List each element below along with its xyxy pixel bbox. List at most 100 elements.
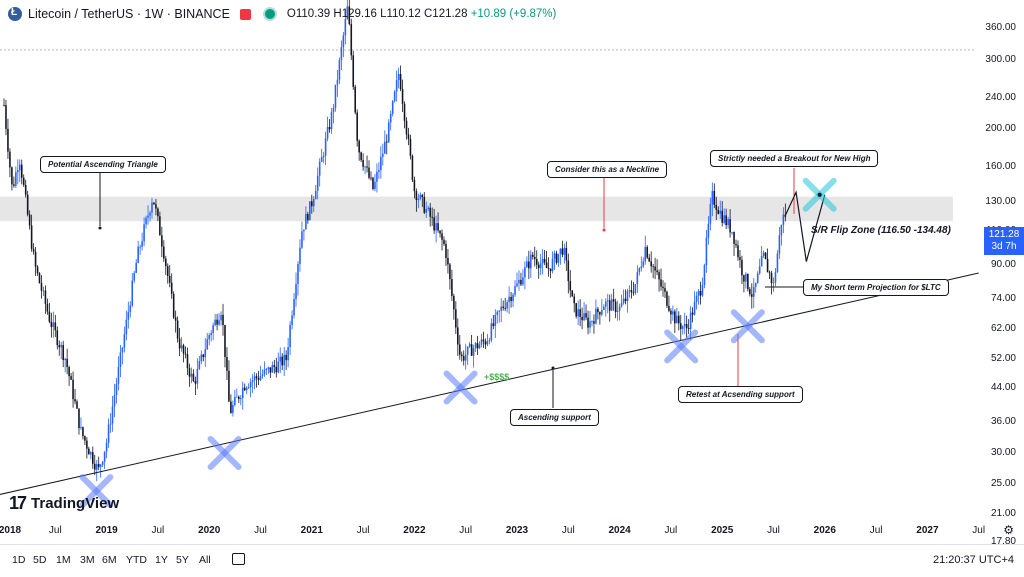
candle-body [216, 319, 218, 325]
candle-body [48, 311, 51, 322]
candle-body [462, 356, 465, 361]
flag-icon[interactable] [239, 8, 251, 20]
y-tick-label: 300.00 [985, 53, 1016, 65]
timeframe-5d[interactable]: 5D [33, 554, 47, 566]
candle-body [42, 290, 45, 292]
candle-body [411, 155, 414, 180]
candle-body [399, 73, 402, 90]
candle-body [528, 261, 530, 269]
candle-body [642, 261, 645, 267]
candle-body [395, 79, 398, 92]
candle-body [237, 396, 240, 400]
y-tick-label: 360.00 [985, 22, 1016, 34]
candle-body [384, 141, 386, 154]
candle-body [650, 261, 652, 267]
candle-body [707, 223, 710, 238]
candle-body [378, 169, 380, 172]
candle-body [646, 246, 649, 258]
candle-body [52, 322, 55, 327]
candle-body [492, 323, 495, 326]
candle-body [214, 319, 216, 326]
candle-body [157, 208, 159, 217]
candle-body [293, 299, 295, 316]
timeframe-1m[interactable]: 1M [56, 554, 71, 566]
candle-body [133, 272, 136, 281]
candle-body [630, 290, 633, 293]
candle-body [620, 303, 623, 307]
candle-body [735, 243, 737, 246]
candle-body [226, 356, 228, 371]
open-value: O110.39 [286, 8, 331, 20]
candles-layer [3, 0, 787, 482]
candle-body [713, 190, 716, 205]
candle-body [537, 264, 540, 269]
candle-body [135, 262, 137, 273]
candle-body [391, 101, 394, 114]
candle-body [232, 404, 234, 413]
candle-body [760, 255, 763, 267]
timeframe-all[interactable]: All [199, 554, 211, 566]
candle-body [729, 219, 731, 233]
timeframe-3m[interactable]: 3M [80, 554, 95, 566]
settings-gear-icon[interactable]: ⚙ [1003, 523, 1014, 537]
candle-body [512, 294, 514, 302]
y-tick-label: 74.00 [990, 292, 1016, 304]
candle-body [453, 295, 455, 310]
candle-body [259, 375, 262, 380]
candle-body [731, 231, 733, 233]
candle-body [236, 396, 238, 398]
candle-body [66, 358, 68, 368]
candle-body [415, 191, 418, 201]
projection-annotation: My Short term Projection for $LTC [803, 279, 949, 296]
price-chart[interactable] [0, 0, 1024, 544]
candle-body [612, 299, 615, 302]
candle-body [585, 313, 587, 318]
timeframe-1d[interactable]: 1D [12, 554, 26, 566]
timeframe-6m[interactable]: 6M [102, 554, 117, 566]
candle-body [608, 300, 611, 311]
candle-body [559, 248, 562, 254]
y-tick-label: 25.00 [990, 478, 1016, 490]
timeframe-1y[interactable]: 1Y [155, 554, 168, 566]
candle-body [234, 396, 236, 405]
x-tick-label: Jul [356, 525, 370, 536]
candle-body [380, 156, 382, 170]
candle-body [470, 344, 473, 356]
candle-body [56, 330, 59, 346]
candle-body [431, 216, 433, 218]
candle-body [478, 344, 481, 349]
timeframe-5y[interactable]: 5Y [176, 554, 189, 566]
bar-countdown: 3d 7h [991, 241, 1017, 252]
candle-body [15, 172, 17, 186]
x-tick-label: Jul [869, 525, 883, 536]
candle-body [498, 310, 501, 312]
candle-body [255, 376, 258, 379]
candle-body [547, 267, 550, 269]
candle-body [514, 286, 516, 295]
candle-body [338, 59, 341, 80]
candle-body [82, 427, 84, 437]
candle-body [295, 283, 297, 300]
candle-body [451, 279, 453, 296]
candle-body [530, 254, 532, 269]
candle-body [161, 235, 163, 247]
candle-body [305, 213, 307, 230]
candle-body [279, 356, 282, 362]
date-range-calendar-icon[interactable] [232, 553, 245, 565]
clock-readout[interactable]: 21:20:37 UTC+4 [932, 554, 1014, 566]
candle-body [17, 170, 19, 173]
symbol-title[interactable]: Litecoin / TetherUS · 1W · BINANCE [28, 7, 230, 21]
candle-body [309, 201, 311, 221]
timeframe-ytd[interactable]: YTD [126, 554, 147, 566]
y-tick-label: 90.00 [990, 259, 1016, 271]
candle-body [677, 315, 680, 324]
y-tick-label: 200.00 [985, 122, 1016, 134]
candle-body [178, 338, 181, 349]
candle-body [551, 258, 554, 272]
tradingview-logo[interactable]: 17 TradingView [9, 493, 119, 514]
candle-body [672, 311, 674, 315]
candle-body [421, 194, 424, 197]
candle-body [557, 253, 560, 263]
candle-body [99, 464, 102, 467]
ascending-support-line [0, 272, 979, 495]
